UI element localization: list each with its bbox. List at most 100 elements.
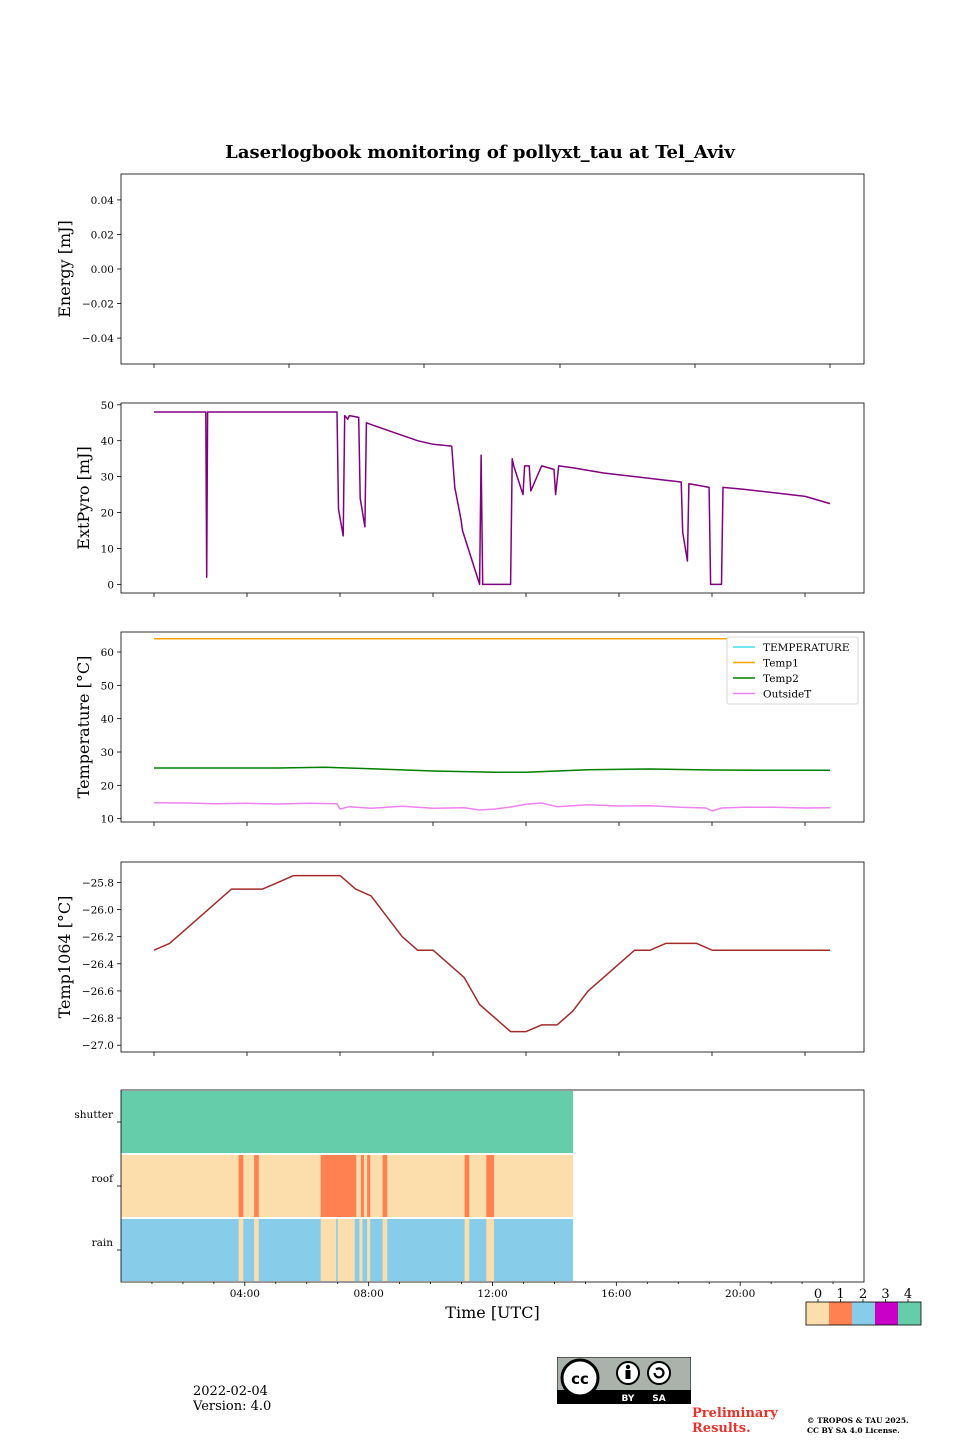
extpyro-ytick-label: 20 <box>101 508 114 520</box>
extpyro-ylabel: ExtPyro [mJ] <box>74 446 93 549</box>
flag-cell-rain <box>464 1219 470 1281</box>
svg-text:cc: cc <box>571 1370 589 1388</box>
temperature-series-line-outsidet <box>153 801 831 812</box>
legend-label-outsidet: OutsideT <box>763 689 811 701</box>
energy-ytick-label: 0.02 <box>91 229 114 241</box>
temperature-series-line-temp2 <box>154 766 830 774</box>
flag-cell-roof <box>486 1155 495 1217</box>
flags-xtick-label: 20:00 <box>725 1288 755 1300</box>
flags-xtick-label: 12:00 <box>477 1288 507 1300</box>
extpyro-ytick-label: 50 <box>101 400 114 412</box>
flags-xtick-label: 08:00 <box>354 1288 384 1300</box>
flag-cell-roof <box>464 1155 470 1217</box>
flag-row-label-shutter: shutter <box>74 1109 114 1121</box>
flags-panel: shutter roof rain 04:00 08:00 12:00 16:00 20:00… <box>74 1089 865 1322</box>
extpyro-series-line <box>154 411 831 586</box>
temp1064-axes-frame <box>120 861 865 1053</box>
cc-icon <box>560 1358 600 1398</box>
temperature-ytick-label: 60 <box>101 647 114 659</box>
energy-ytick-label: 0.00 <box>91 264 114 276</box>
temperature-ytick-label: 40 <box>101 714 114 726</box>
colorbar-tick-label: 2 <box>859 1287 867 1302</box>
by-label: BY <box>622 1394 635 1404</box>
flag-cell-shutter <box>121 1091 573 1153</box>
temperature-ylabel: Temperature [°C] <box>74 656 93 799</box>
extpyro-ytick-label: 40 <box>101 436 114 448</box>
energy-ytick-label: −0.04 <box>82 333 114 345</box>
energy-axes-frame <box>120 173 865 365</box>
temp1064-panel: −25.8 −26.0 −26.2 −26.4 −26.6 −26.8 −27.0 Temp1… <box>55 861 865 1056</box>
copyright-line-1: © TROPOS & TAU 2025. <box>807 1416 909 1425</box>
flag-cell-roof <box>238 1155 244 1217</box>
energy-ytick-label: 0.04 <box>91 195 115 207</box>
colorbar-cell <box>898 1302 921 1325</box>
extpyro-axes-frame <box>120 402 865 594</box>
temp1064-ylabel: Temp1064 [°C] <box>55 896 74 1019</box>
temp1064-ytick-label: −26.4 <box>82 959 114 971</box>
flag-row-label-rain: rain <box>92 1237 114 1249</box>
cc-license-badge: cc BY SA <box>557 1357 691 1404</box>
flag-cell-rain <box>382 1219 388 1281</box>
flag-cell-rain <box>359 1219 363 1281</box>
temp1064-series-line <box>153 874 830 1033</box>
flag-cell-rain <box>337 1219 355 1281</box>
temp1064-ytick-label: −26.8 <box>82 1013 114 1025</box>
energy-ytick-label: −0.02 <box>82 299 114 311</box>
flag-cell-rain <box>367 1219 371 1281</box>
flags-xlabel: Time [UTC] <box>445 1303 539 1322</box>
temp1064-ytick-label: −27.0 <box>82 1040 114 1052</box>
sa-icon <box>647 1361 671 1385</box>
temperature-axes-frame <box>120 631 865 823</box>
flag-cell-roof <box>382 1155 388 1217</box>
flag-cell-roof <box>367 1155 371 1217</box>
flag-cell-roof <box>320 1155 357 1217</box>
legend-label-temperature: TEMPERATURE <box>763 642 850 654</box>
legend-label-temp2: Temp2 <box>763 673 799 685</box>
colorbar-tick-label: 4 <box>904 1287 912 1302</box>
flag-cell-rain <box>486 1219 495 1281</box>
extpyro-ytick-label: 10 <box>101 543 114 555</box>
temp1064-ytick-label: −25.8 <box>82 877 114 889</box>
energy-ylabel: Energy [mJ] <box>55 220 74 318</box>
preliminary-results-note: Preliminary Results. <box>692 1406 778 1436</box>
temp1064-ytick-label: −26.0 <box>82 905 114 917</box>
date-label: 2022-02-04 <box>193 1384 268 1399</box>
temp1064-ytick-label: −26.2 <box>82 932 114 944</box>
preliminary-line-2: Results. <box>692 1421 751 1436</box>
extpyro-ytick-label: 0 <box>107 579 114 591</box>
flags-xtick-label: 04:00 <box>230 1288 260 1300</box>
colorbar-tick-label: 3 <box>881 1287 889 1302</box>
chart-title: Laserlogbook monitoring of pollyxt_tau a… <box>225 142 735 163</box>
extpyro-panel: 0 10 20 30 40 50 ExtPyro [mJ] <box>74 400 865 597</box>
flag-cell-rain <box>320 1219 337 1281</box>
colorbar-frame <box>805 1301 922 1326</box>
temperature-ytick-label: 50 <box>101 680 114 692</box>
flag-cell-roof <box>254 1155 259 1217</box>
legend-label-temp1: Temp1 <box>763 658 799 670</box>
legend-frame <box>726 636 859 705</box>
colorbar-cell <box>875 1302 898 1325</box>
copyright-line-2: CC BY SA 4.0 License. <box>807 1426 900 1435</box>
flag-cell-roof <box>360 1155 365 1217</box>
temperature-ytick-label: 10 <box>101 814 114 826</box>
temperature-legend: TEMPERATURE Temp1 Temp2 OutsideT <box>726 636 859 705</box>
temperature-ytick-label: 20 <box>101 780 114 792</box>
energy-panel: 0.04 0.02 0.00 −0.02 −0.04 Energy [mJ] <box>55 173 865 368</box>
preliminary-line-1: Preliminary <box>692 1406 778 1421</box>
colorbar-tick-label: 0 <box>814 1287 822 1302</box>
colorbar-cell <box>852 1302 875 1325</box>
copyright-note: © TROPOS & TAU 2025. CC BY SA 4.0 Licens… <box>807 1416 909 1436</box>
flag-cell-rain <box>254 1219 259 1281</box>
temp1064-ytick-label: −26.6 <box>82 986 114 998</box>
flag-cell-rain <box>238 1219 244 1281</box>
flags-xtick-label: 16:00 <box>601 1288 631 1300</box>
extpyro-ytick-label: 30 <box>101 472 114 484</box>
sa-label: SA <box>652 1394 665 1404</box>
flag-row-label-roof: roof <box>91 1173 114 1185</box>
colorbar-cell <box>806 1302 829 1325</box>
temperature-ytick-label: 30 <box>101 747 114 759</box>
version-label: Version: 4.0 <box>193 1399 272 1414</box>
